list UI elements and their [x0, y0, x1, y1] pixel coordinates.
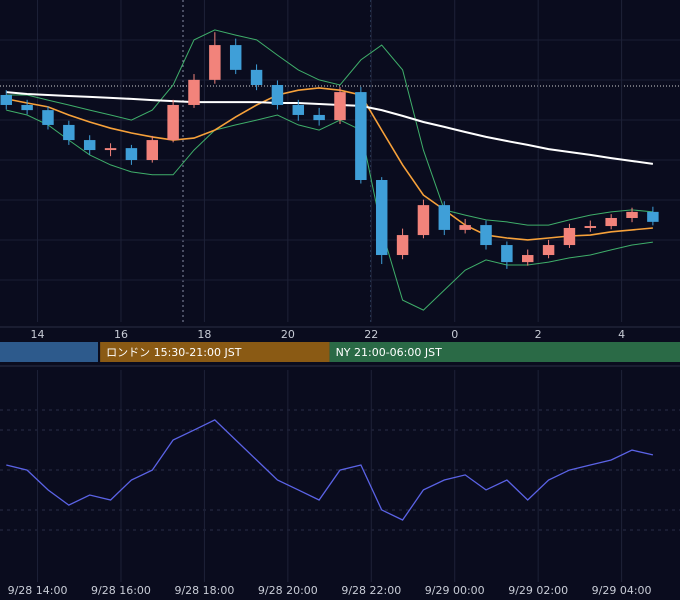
x-tick-label: 18 — [197, 328, 211, 341]
candle-body — [563, 227, 576, 246]
candle-body — [292, 104, 305, 115]
x-tick-label: 20 — [281, 328, 295, 341]
candle-body — [83, 140, 96, 151]
candle-body — [334, 92, 346, 121]
x-tick-label: 9/28 18:00 — [174, 584, 234, 597]
candle-body — [188, 79, 200, 105]
candle-body — [63, 124, 75, 141]
session-bar — [0, 342, 98, 362]
candle-body — [271, 85, 284, 105]
candle-body — [167, 104, 179, 141]
candle-body — [521, 255, 534, 263]
candle-body — [250, 69, 263, 86]
x-tick-label: 4 — [618, 328, 625, 341]
candle-body — [501, 245, 513, 263]
x-tick-label: 9/28 20:00 — [258, 584, 318, 597]
x-tick-label: 16 — [114, 328, 128, 341]
x-tick-label: 9/28 22:00 — [341, 584, 401, 597]
candle-body — [480, 225, 492, 246]
x-tick-label: 9/28 14:00 — [8, 584, 68, 597]
candle-body — [355, 92, 367, 180]
candle-body — [647, 211, 659, 222]
indicator-line — [6, 109, 653, 311]
x-tick-label: 9/28 16:00 — [91, 584, 151, 597]
candle-body — [229, 45, 242, 70]
x-tick-label: 14 — [31, 328, 45, 341]
session-label: ロンドン 15:30-21:00 JST — [106, 346, 242, 359]
candle-body — [375, 179, 388, 256]
session-bar — [100, 342, 330, 362]
candle-body — [146, 140, 159, 161]
x-tick-label: 9/29 04:00 — [592, 584, 652, 597]
x-tick-label: 9/29 00:00 — [425, 584, 485, 597]
indicator-line — [6, 91, 654, 165]
candle-body — [626, 211, 638, 218]
candle-body — [42, 110, 54, 125]
x-tick-label: 2 — [535, 328, 542, 341]
candle-body — [584, 226, 597, 228]
candle-body — [438, 205, 451, 230]
line — [6, 419, 654, 521]
session-label: NY 21:00-06:00 JST — [336, 346, 443, 359]
session: ロンドン 15:30-21:00 JST — [100, 342, 330, 362]
session-bar — [329, 342, 680, 362]
candle-body — [417, 205, 430, 236]
candle-body — [104, 148, 117, 151]
candle-body — [313, 114, 325, 121]
indicator-line — [6, 29, 653, 226]
indicator-line — [6, 87, 653, 241]
session: NY 21:00-06:00 JST — [329, 342, 680, 362]
candle-body — [396, 235, 409, 256]
x-tick-label: 9/29 02:00 — [508, 584, 568, 597]
candle-body — [605, 217, 617, 227]
candle-body — [125, 148, 138, 161]
candle-body — [21, 104, 33, 111]
x-tick-label: 22 — [364, 328, 378, 341]
x-tick-label: 0 — [451, 328, 458, 341]
candle-body — [209, 45, 221, 80]
candle-body — [459, 225, 471, 230]
candle-body — [542, 245, 555, 256]
candle-body — [0, 94, 12, 105]
